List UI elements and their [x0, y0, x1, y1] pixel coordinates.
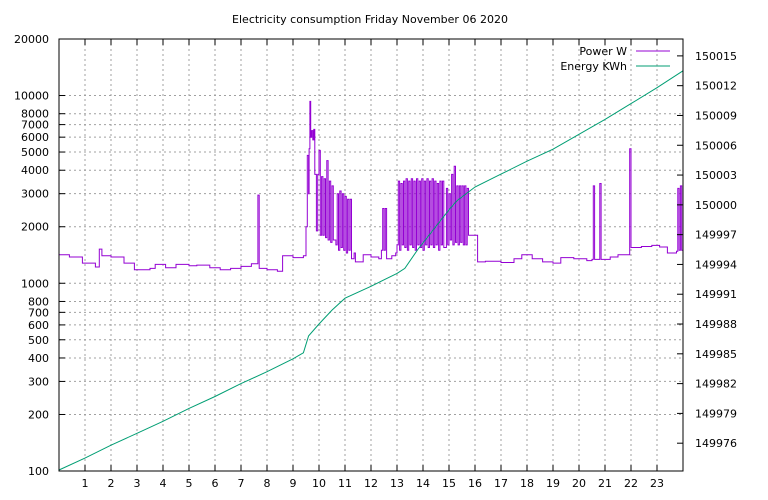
tick-label-x: 12 [364, 477, 378, 490]
ticks-right: 149976 149979 149982 149985 149988 149991 1499… [677, 50, 737, 450]
tick-label-right: 149991 [695, 288, 737, 301]
tick-label-left: 300 [28, 375, 49, 388]
tick-label-x: 18 [520, 477, 534, 490]
tick-label-left: 4000 [21, 164, 49, 177]
tick-label-right: 149988 [695, 318, 737, 331]
tick-label-right: 150003 [695, 169, 737, 182]
tick-label-right: 150006 [695, 139, 737, 152]
ticks-x: 1 2 3 4 5 6 7 8 9 10 11 12 13 14 15 16 17 18 19 20 21 22 23 [82, 39, 664, 490]
legend-label-energy: Energy KWh [560, 60, 627, 73]
tick-label-x: 21 [598, 477, 612, 490]
tick-label-right: 150009 [695, 109, 737, 122]
tick-label-left: 7000 [21, 119, 49, 132]
tick-label-x: 6 [212, 477, 219, 490]
tick-label-left: 600 [28, 319, 49, 332]
tick-label-left: 1000 [21, 277, 49, 290]
tick-label-x: 20 [572, 477, 586, 490]
tick-label-left: 5000 [21, 146, 49, 159]
tick-label-right: 149997 [695, 229, 737, 242]
tick-label-x: 4 [160, 477, 167, 490]
tick-label-left: 500 [28, 334, 49, 347]
tick-label-x: 2 [108, 477, 115, 490]
tick-label-x: 10 [312, 477, 326, 490]
tick-label-left: 8000 [21, 108, 49, 121]
tick-label-x: 7 [238, 477, 245, 490]
series-line-energy [58, 70, 684, 471]
tick-label-x: 9 [290, 477, 297, 490]
tick-label-x: 5 [186, 477, 193, 490]
tick-label-left: 700 [28, 306, 49, 319]
grid [59, 39, 683, 471]
tick-label-right: 149985 [695, 348, 737, 361]
series-layer [58, 70, 684, 471]
tick-label-right: 149976 [695, 437, 737, 450]
tick-label-left: 10000 [14, 90, 49, 103]
tick-label-left: 400 [28, 352, 49, 365]
tick-label-left: 800 [28, 295, 49, 308]
tick-label-x: 15 [442, 477, 456, 490]
tick-label-x: 16 [468, 477, 482, 490]
tick-label-x: 3 [134, 477, 141, 490]
series-line-power [59, 100, 684, 272]
tick-label-x: 17 [494, 477, 508, 490]
chart-title: Electricity consumption Friday November … [232, 13, 508, 26]
tick-label-left: 2000 [21, 221, 49, 234]
tick-label-left: 200 [28, 408, 49, 421]
tick-label-x: 13 [390, 477, 404, 490]
tick-label-x: 19 [546, 477, 560, 490]
legend: Power W Energy KWh [560, 45, 670, 73]
tick-label-right: 150015 [695, 50, 737, 63]
tick-label-x: 23 [650, 477, 664, 490]
tick-label-x: 22 [624, 477, 638, 490]
tick-label-left: 3000 [21, 188, 49, 201]
tick-label-right: 149994 [695, 258, 737, 271]
tick-label-left: 6000 [21, 131, 49, 144]
tick-label-right: 149979 [695, 407, 737, 420]
tick-label-x: 14 [416, 477, 430, 490]
tick-label-right: 150000 [695, 199, 737, 212]
tick-label-left: 100 [28, 465, 49, 478]
tick-label-left: 20000 [14, 33, 49, 46]
tick-label-right: 150012 [695, 80, 737, 93]
tick-label-x: 11 [338, 477, 352, 490]
tick-label-x: 8 [264, 477, 271, 490]
tick-label-right: 149982 [695, 378, 737, 391]
tick-label-x: 1 [82, 477, 89, 490]
legend-label-power: Power W [579, 45, 627, 58]
